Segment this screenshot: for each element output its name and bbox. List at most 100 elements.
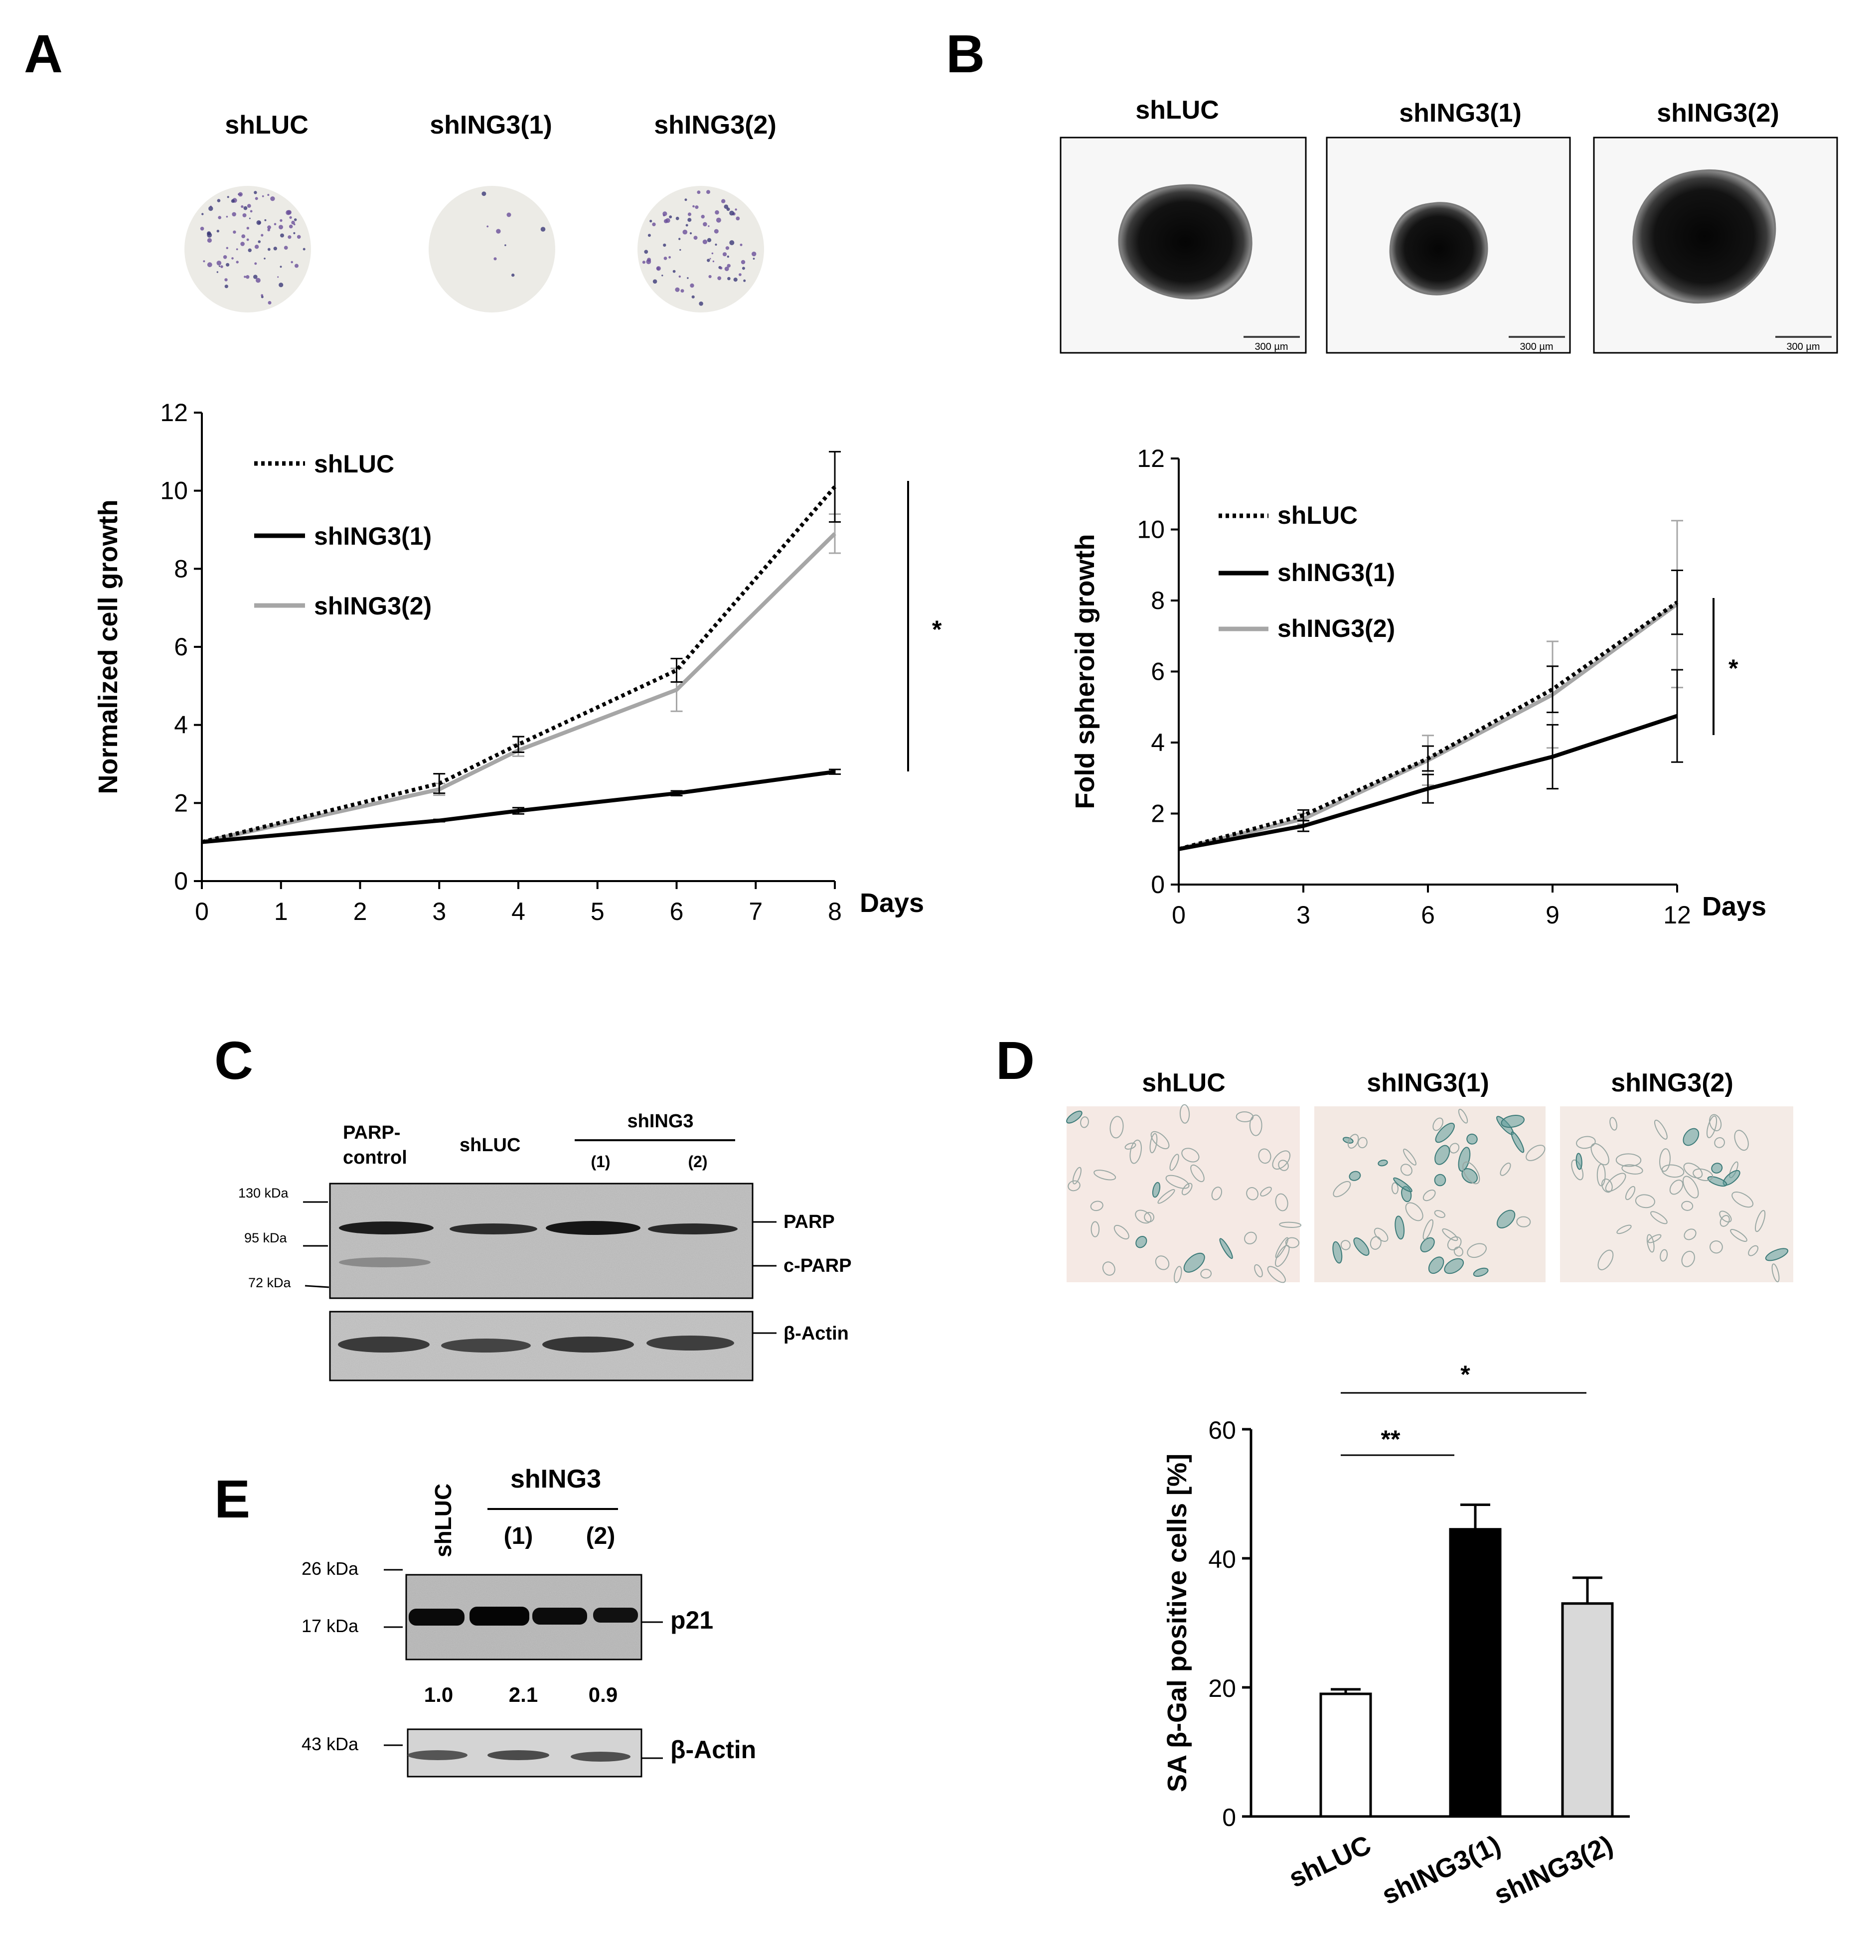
colony-dot (273, 247, 277, 251)
colony-dot (207, 262, 212, 268)
cell (1149, 1133, 1158, 1154)
x-tick-label: 5 (591, 898, 605, 925)
x-tick-label: 4 (511, 898, 525, 925)
cell (1157, 1189, 1175, 1204)
panel-a-image-title-1: shLUC (225, 111, 309, 140)
cell (1659, 1148, 1671, 1172)
cell (1693, 1168, 1714, 1181)
colony-dot (684, 198, 687, 201)
panel-a-colony-images: shLUC shING3(1) shING3(2) (184, 111, 777, 312)
panel-label-d: D (996, 1030, 1035, 1090)
colony-dish-shing3-2 (637, 186, 764, 312)
lane-label-2: (2) (688, 1153, 707, 1171)
category-label: shING3(2) (1490, 1829, 1618, 1910)
band-label-cparp: c-PARP (783, 1255, 852, 1276)
colony-dot (268, 301, 272, 304)
panel-d-image-title-1: shLUC (1142, 1068, 1226, 1097)
panel-b-image-title-3: shING3(2) (1657, 99, 1779, 128)
colony-dot (247, 204, 251, 208)
bar-shing32 (1561, 1602, 1614, 1818)
colony-dot (218, 265, 220, 267)
cell (1236, 1111, 1254, 1122)
colony-dot (672, 270, 676, 273)
colony-dot (706, 190, 710, 194)
cell (1200, 1269, 1212, 1279)
colony-dot (297, 235, 301, 239)
lane-label-parp-1: PARP- (343, 1122, 400, 1143)
colony-dot (201, 213, 204, 215)
legend-label: shING3(2) (1277, 614, 1395, 642)
y-tick-label: 2 (174, 789, 188, 817)
scale-bar-label-2: 300 µm (1520, 341, 1553, 352)
cell (1174, 1266, 1182, 1283)
colony-dot (697, 190, 701, 194)
colony-dot (649, 220, 652, 223)
panel-b-image-title-2: shING3(1) (1399, 99, 1522, 128)
cell (1422, 1190, 1436, 1202)
colony-dot (200, 227, 204, 231)
cell (1340, 1240, 1351, 1250)
cell (1458, 1108, 1468, 1124)
colony-dot (216, 271, 218, 273)
colony-dot (689, 232, 692, 235)
cell (1155, 1255, 1170, 1270)
colony-dot (216, 230, 219, 233)
colony-dot (208, 206, 213, 211)
colony-dot (690, 283, 694, 288)
panel-b-spheroid-images: shLUC shING3(1) shING3(2) 300 µm 300 µm … (1060, 96, 1838, 354)
y-tick-label: 12 (160, 399, 188, 427)
cell (1181, 1183, 1193, 1196)
lane-label-shluc: shLUC (460, 1135, 520, 1156)
y-tick-label: 0 (174, 867, 188, 895)
colony-dot (644, 250, 648, 254)
lane-label-e-shluc: shLUC (430, 1484, 456, 1557)
cell (1709, 1114, 1722, 1131)
parp-blot-grain (330, 1184, 753, 1298)
marker-43: 43 kDa (302, 1734, 359, 1754)
colony-dot (289, 224, 293, 229)
band-actin-e-lane2 (487, 1750, 549, 1760)
colony-dot (294, 218, 297, 221)
cell (1102, 1261, 1115, 1276)
cell (1244, 1231, 1257, 1244)
cell (1179, 1104, 1190, 1124)
colony-dot (274, 223, 277, 226)
cell (1681, 1201, 1694, 1211)
band-parp-lane1 (339, 1221, 434, 1234)
band-cparp-lane1 (339, 1257, 431, 1267)
colony-dot (231, 257, 234, 260)
cell (1734, 1130, 1749, 1151)
colony-dot (736, 216, 740, 221)
cell (1129, 1139, 1142, 1164)
spheroid-shing3-1 (1389, 202, 1488, 296)
y-tick-label: 6 (174, 633, 188, 661)
cell (1442, 1228, 1458, 1241)
colony-dot (240, 242, 245, 246)
cell (1720, 1215, 1730, 1227)
cell (1681, 1250, 1695, 1267)
cell (1682, 1176, 1699, 1199)
lane-label-shing3: shING3 (627, 1111, 693, 1132)
scale-bar-label-1: 300 µm (1254, 341, 1288, 352)
colony-dot (232, 212, 236, 217)
cell (1684, 1228, 1697, 1240)
colony-dot (712, 260, 715, 263)
colony-dot (226, 263, 230, 267)
cell (1707, 1176, 1727, 1187)
y-tick-label: 2 (1151, 800, 1165, 828)
legend-label: shING3(1) (314, 522, 432, 550)
cell (1091, 1221, 1100, 1237)
colony-dot (735, 208, 737, 211)
cell (1648, 1234, 1662, 1243)
colony-dot (261, 294, 264, 297)
colony-dot (652, 222, 656, 226)
panel-d-image-title-3: shING3(2) (1611, 1068, 1733, 1097)
band-actin-c-lane2 (441, 1339, 531, 1353)
panel-e-western-blot: shLUC shING3 (1) (2) 26 kDa 17 kDa p21 1… (302, 1465, 756, 1778)
colony-dot (267, 194, 270, 196)
colony-dot (729, 240, 735, 245)
colony-dot (226, 247, 228, 249)
colony-dot (279, 283, 284, 288)
colony-dot (715, 210, 719, 215)
colony-dot (752, 251, 757, 257)
